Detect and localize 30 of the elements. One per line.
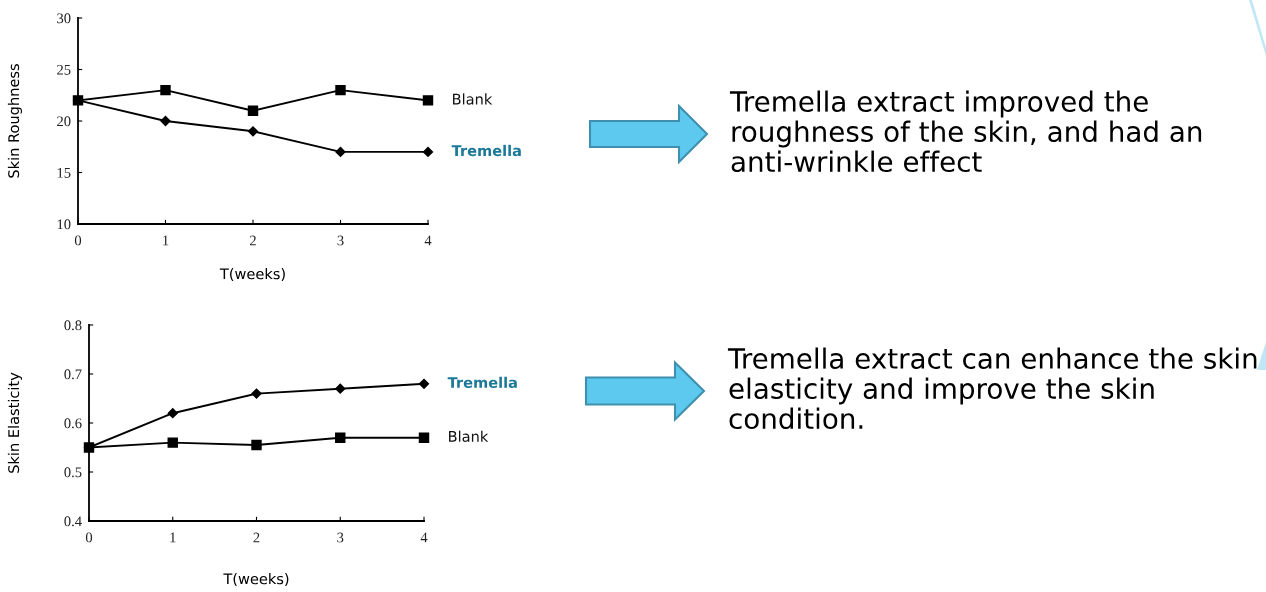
y-tick-label: 0.8 <box>64 320 82 331</box>
x-tick-label: 0 <box>74 235 82 246</box>
x-tick-label: 3 <box>337 532 344 543</box>
y-tick-label: 15 <box>57 167 71 178</box>
y-tick-label: 0.7 <box>64 369 82 380</box>
series-label: Blank <box>449 430 489 442</box>
y-tick-label: 0.5 <box>64 467 82 478</box>
series-label: Tremella <box>447 376 517 389</box>
x-tick-label: 2 <box>249 235 256 246</box>
x-tick-label: 1 <box>163 235 169 246</box>
x-tick-label: 4 <box>420 532 428 543</box>
text: Tremella extract improved the roughness of the skin, and had an anti-wrinkle effect <box>729 90 1202 173</box>
y-tick-label: 25 <box>57 64 71 75</box>
y-tick-label: 0.4 <box>64 516 82 527</box>
x-tick-label: 4 <box>424 235 432 246</box>
x-tick-label: 2 <box>253 532 260 543</box>
y-tick-label: 20 <box>57 116 71 127</box>
x-axis-title: T(weeks) <box>219 268 285 281</box>
y-axis-title: Skin Elasticity <box>7 372 22 473</box>
y-tick-label: 10 <box>57 219 71 230</box>
x-tick-label: 1 <box>170 532 176 543</box>
x-axis-title: T(weeks) <box>223 573 289 586</box>
x-tick-label: 0 <box>85 532 93 543</box>
y-tick-label: 30 <box>57 13 71 24</box>
text: Tremella extract can enhance the skin elasticity and improve the skin condition. <box>727 347 1257 430</box>
series-label: Blank <box>453 93 493 105</box>
x-tick-label: 3 <box>337 235 344 246</box>
series-label: Tremella <box>451 144 521 157</box>
y-axis-title: Skin Roughness <box>7 64 22 178</box>
y-tick-label: 0.6 <box>64 418 82 429</box>
